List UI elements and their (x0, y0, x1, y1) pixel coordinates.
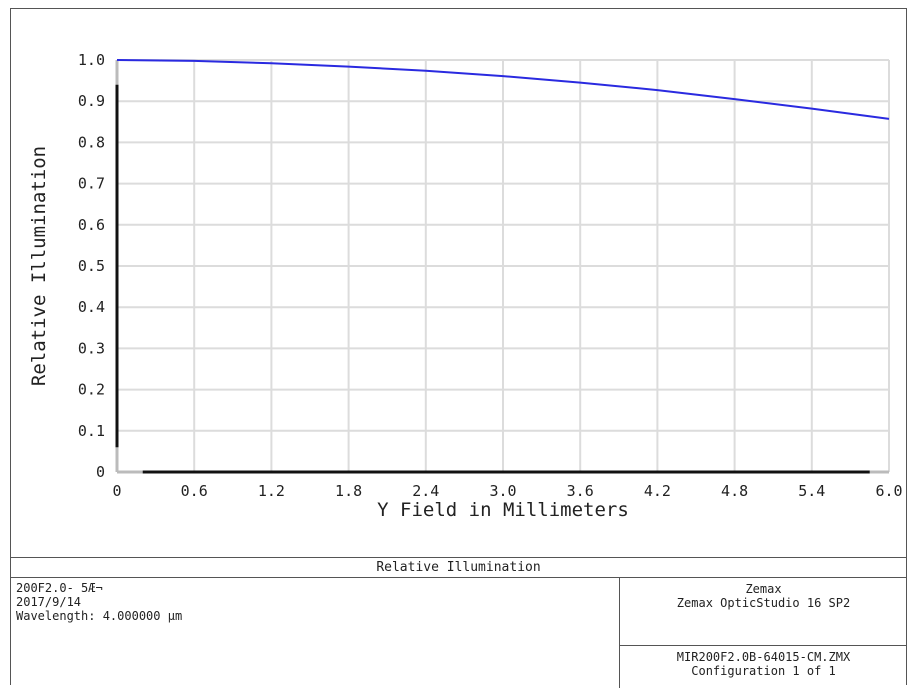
footer-info-panel: Relative Illumination 200F2.0- 5Æ¬ 2017/… (10, 557, 907, 688)
y-tick-label: 0 (96, 463, 105, 481)
footer-company: Zemax (745, 582, 782, 596)
footer-file-info: MIR200F2.0B-64015-CM.ZMX Configuration 1… (619, 646, 907, 688)
x-tick-label: 0 (112, 482, 121, 500)
y-tick-label: 0.4 (78, 298, 105, 316)
relative-illumination-chart: 0 0.6 1.2 1.8 2.4 3.0 3.6 4.2 4.8 5.4 6.0 0 0.1 0.2 0.… (28, 51, 903, 521)
y-tick-label: 0.9 (78, 92, 105, 110)
x-tick-label: 1.8 (335, 482, 362, 500)
footer-left-line: 200F2.0- 5Æ¬ (16, 581, 103, 595)
y-tick-label: 0.5 (78, 257, 105, 275)
footer-software-info: Zemax Zemax OpticStudio 16 SP2 (619, 577, 907, 646)
y-tick-label: 0.6 (78, 216, 105, 234)
x-tick-label: 5.4 (798, 482, 825, 500)
x-tick-label: 1.2 (258, 482, 285, 500)
footer-configuration: Configuration 1 of 1 (691, 664, 836, 678)
chart-frame (10, 8, 907, 685)
footer-left-info: 200F2.0- 5Æ¬ 2017/9/14 Wavelength: 4.000… (16, 581, 616, 623)
x-tick-label: 6.0 (875, 482, 902, 500)
footer-left-line: Wavelength: 4.000000 µm (16, 609, 183, 623)
y-tick-label: 0.1 (78, 422, 105, 440)
x-tick-label: 3.0 (489, 482, 516, 500)
illumination-curve (116, 59, 890, 120)
x-tick-label: 4.2 (644, 482, 671, 500)
series-layer (116, 59, 890, 120)
grid (116, 59, 890, 473)
footer-left-line: 2017/9/14 (16, 595, 82, 609)
x-tick-label: 0.6 (181, 482, 208, 500)
tick-labels: 0 0.6 1.2 1.8 2.4 3.0 3.6 4.2 4.8 5.4 6.0 0 0.1 0.2 0.… (78, 51, 903, 500)
y-tick-label: 0.8 (78, 133, 105, 151)
y-tick-label: 0.7 (78, 175, 105, 193)
footer-title: Relative Illumination (10, 558, 907, 578)
x-tick-label: 2.4 (412, 482, 439, 500)
footer-software: Zemax OpticStudio 16 SP2 (676, 596, 851, 610)
x-axis-title: Y Field in Millimeters (377, 499, 629, 521)
x-tick-label: 4.8 (721, 482, 748, 500)
y-tick-label: 0.3 (78, 339, 105, 357)
y-axis-title: Relative Illumination (28, 146, 50, 386)
y-tick-label: 0.2 (78, 381, 105, 399)
footer-filename: MIR200F2.0B-64015-CM.ZMX (676, 650, 851, 664)
x-tick-label: 3.6 (567, 482, 594, 500)
axes (115, 60, 889, 474)
y-tick-label: 1.0 (78, 51, 105, 69)
